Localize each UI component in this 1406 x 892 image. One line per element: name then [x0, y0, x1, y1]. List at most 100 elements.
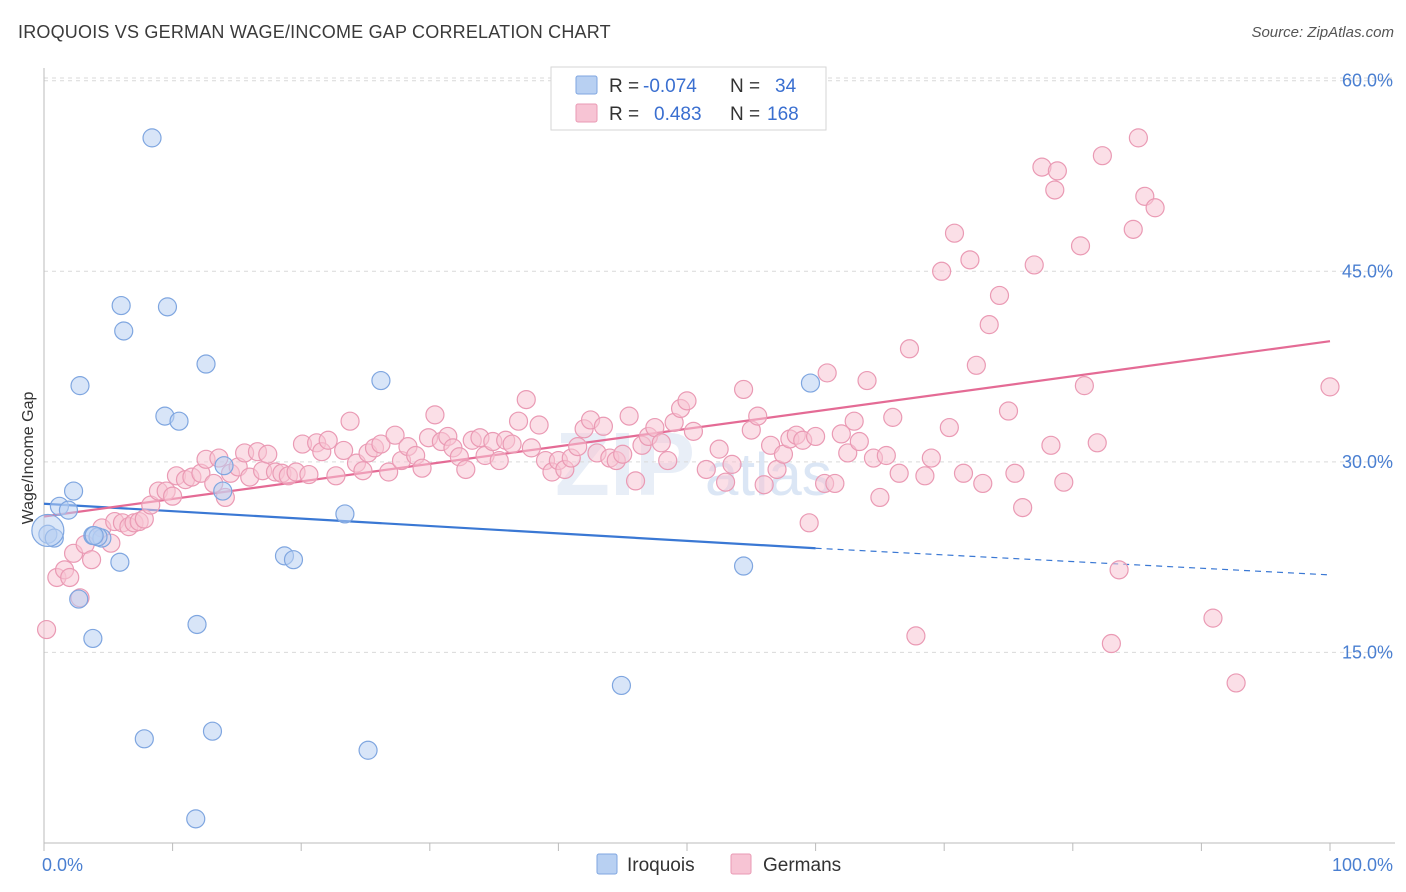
point-iroquois-9 — [84, 525, 104, 546]
point-germans-138 — [966, 355, 986, 375]
point-iroquois-27 — [186, 809, 206, 829]
point-germans-71 — [502, 434, 522, 454]
chart-source: Source: ZipAtlas.com — [1251, 24, 1394, 41]
point-iroquois-23 — [187, 614, 207, 635]
x-tick-labels: 0.0% 100.0% — [42, 855, 1393, 875]
point-germans-160 — [1145, 198, 1165, 218]
bottom-legend-swatch-iroquois — [596, 853, 618, 875]
data-points — [31, 128, 1340, 829]
y-tick-labels: 15.0% 30.0% 45.0% 60.0% — [1342, 71, 1393, 663]
point-germans-157 — [1123, 219, 1143, 239]
bottom-legend-swatch-germans — [730, 853, 752, 875]
point-iroquois-11 — [114, 321, 134, 341]
point-germans-90 — [625, 471, 646, 491]
point-germans-129 — [899, 339, 920, 359]
point-germans-46 — [340, 411, 360, 431]
series-legend: Iroquois Germans — [596, 853, 841, 876]
point-germans-156 — [1109, 560, 1129, 580]
point-germans-154 — [1092, 146, 1112, 166]
point-iroquois-15 — [196, 354, 216, 374]
point-germans-141 — [989, 285, 1010, 306]
point-germans-103 — [733, 379, 754, 400]
point-germans-85 — [593, 416, 614, 436]
point-germans-51 — [371, 434, 391, 454]
chart-title: IROQUOIS VS GERMAN WAGE/INCOME GAP CORRE… — [18, 22, 611, 42]
point-germans-135 — [939, 417, 959, 438]
point-iroquois-12 — [142, 128, 162, 148]
point-germans-40 — [299, 464, 319, 485]
point-germans-128 — [889, 463, 909, 483]
point-germans-152 — [1074, 376, 1094, 396]
point-germans-104 — [722, 454, 742, 474]
point-germans-81 — [568, 437, 588, 457]
point-iroquois-10 — [70, 376, 90, 396]
x-tick-label-100: 100.0% — [1332, 855, 1393, 875]
point-iroquois-28 — [358, 740, 378, 760]
point-germans-98 — [677, 391, 697, 411]
point-iroquois-19 — [213, 481, 233, 501]
point-germans-130 — [906, 626, 926, 646]
point-iroquois-17 — [169, 411, 189, 431]
legend-n-value-iroquois: 34 — [775, 76, 797, 97]
point-germans-59 — [425, 405, 445, 425]
point-germans-88 — [613, 444, 633, 464]
legend-swatch-iroquois — [575, 75, 598, 95]
point-iroquois-22 — [283, 550, 304, 570]
point-iroquois-18 — [214, 456, 234, 476]
point-germans-140 — [979, 315, 999, 335]
point-germans-44 — [326, 466, 346, 486]
point-iroquois-25 — [134, 729, 154, 749]
point-germans-72 — [508, 411, 529, 431]
point-germans-132 — [921, 448, 941, 468]
point-germans-102 — [715, 472, 736, 492]
point-germans-139 — [973, 473, 993, 494]
legend-n-value-germans: 168 — [767, 104, 799, 125]
point-germans-155 — [1101, 633, 1121, 654]
legend-n-label-germans: N = — [730, 104, 760, 125]
point-germans-131 — [915, 466, 935, 486]
point-germans-118 — [825, 473, 845, 494]
point-germans-123 — [857, 370, 877, 391]
point-iroquois-24 — [83, 628, 103, 649]
point-germans-150 — [1054, 472, 1074, 492]
point-germans-107 — [754, 475, 774, 495]
point-iroquois-33 — [800, 373, 821, 393]
point-germans-34 — [258, 444, 278, 464]
point-germans-148 — [1045, 180, 1065, 200]
point-iroquois-14 — [157, 297, 178, 317]
point-germans-119 — [831, 424, 851, 444]
point-germans-106 — [748, 406, 768, 426]
trend-line-extension-iroquois — [815, 547, 1331, 576]
point-germans-144 — [1013, 497, 1033, 518]
point-germans-151 — [1070, 236, 1091, 256]
point-germans-161 — [1203, 608, 1223, 628]
point-germans-122 — [849, 431, 869, 452]
point-germans-57 — [412, 458, 432, 478]
point-germans-64 — [456, 459, 476, 480]
point-germans-43 — [318, 430, 338, 450]
point-iroquois-20 — [110, 552, 130, 572]
point-germans-158 — [1128, 128, 1148, 148]
point-germans-53 — [385, 425, 405, 445]
legend-swatch-germans — [575, 103, 598, 123]
point-iroquois-30 — [371, 370, 391, 391]
y-tick-label-60: 60.0% — [1342, 71, 1393, 91]
point-germans-134 — [944, 223, 965, 243]
axes — [43, 68, 1395, 851]
point-germans-145 — [1024, 255, 1044, 275]
point-germans-136 — [953, 463, 974, 483]
point-germans-115 — [805, 426, 826, 447]
point-germans-45 — [334, 440, 354, 461]
point-germans-121 — [844, 411, 864, 431]
point-germans-153 — [1087, 433, 1107, 453]
trend-line-iroquois — [43, 502, 816, 550]
point-germans-73 — [516, 389, 536, 410]
point-germans-7 — [81, 550, 102, 570]
point-germans-74 — [521, 438, 541, 458]
point-germans-149 — [1047, 161, 1067, 181]
point-germans-120 — [838, 443, 858, 463]
legend-r-label-iroquois: R = — [609, 76, 639, 97]
y-axis-label: Wage/Income Gap — [20, 392, 37, 525]
point-germans-0 — [36, 619, 57, 640]
